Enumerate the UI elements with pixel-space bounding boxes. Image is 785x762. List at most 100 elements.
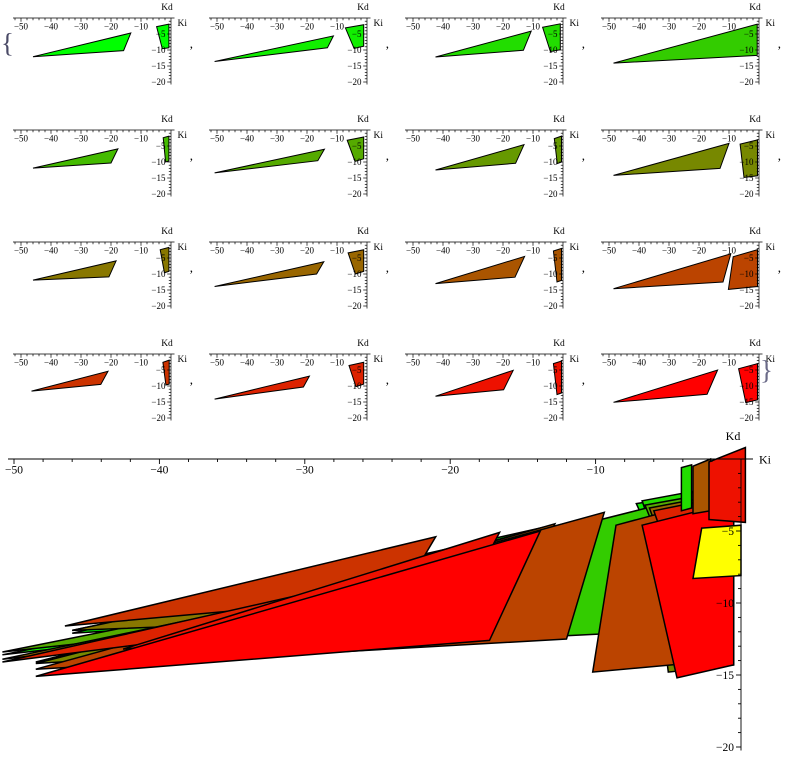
svg-text:Kd: Kd xyxy=(749,339,761,349)
svg-text:−20: −20 xyxy=(104,22,119,32)
svg-text:−10: −10 xyxy=(134,246,149,256)
svg-text:−40: −40 xyxy=(44,134,59,144)
svg-text:−10: −10 xyxy=(739,45,754,55)
svg-text:−10: −10 xyxy=(347,269,362,279)
subplot-chart-r2c1: −50 −40 −30 −20 −10 −5 −10 −15 −20 Kd Ki xyxy=(13,115,188,199)
svg-text:−20: −20 xyxy=(347,301,362,311)
subplot-chart-r3c4: −50 −40 −30 −20 −10 −5 −10 −15 −20 Kd Ki xyxy=(601,227,776,311)
svg-text:Ki: Ki xyxy=(178,355,188,365)
svg-text:−15: −15 xyxy=(739,285,754,295)
subplot-chart-r4c4: −50 −40 −30 −20 −10 −5 −10 −15 −20 Kd Ki xyxy=(601,339,776,423)
svg-text:−10: −10 xyxy=(134,22,149,32)
svg-text:−40: −40 xyxy=(240,358,255,368)
svg-text:−20: −20 xyxy=(347,413,362,423)
svg-text:Ki: Ki xyxy=(178,131,188,141)
plot-cell-r4c3: −50 −40 −30 −20 −10 −5 −10 −15 −20 Kd Ki, xyxy=(392,336,588,448)
svg-text:−40: −40 xyxy=(240,246,255,256)
svg-text:−5: −5 xyxy=(744,365,754,375)
svg-text:−10: −10 xyxy=(151,45,166,55)
svg-text:−20: −20 xyxy=(543,189,558,199)
svg-text:−30: −30 xyxy=(270,246,285,256)
plot-cell-r2c3: −50 −40 −30 −20 −10 −5 −10 −15 −20 Kd Ki, xyxy=(392,112,588,224)
subplot-chart-r1c4: −50 −40 −30 −20 −10 −5 −10 −15 −20 Kd Ki xyxy=(601,3,775,87)
subplot-chart-r3c2: −50 −40 −30 −20 −10 −5 −10 −15 −20 Kd Ki xyxy=(209,227,384,311)
subplot-chart-r4c2: −50 −40 −30 −20 −10 −5 −10 −15 −20 Kd Ki xyxy=(209,339,383,423)
svg-text:−50: −50 xyxy=(602,22,617,32)
svg-text:−20: −20 xyxy=(300,134,315,144)
svg-text:−20: −20 xyxy=(151,301,166,311)
svg-text:−20: −20 xyxy=(151,413,166,423)
svg-text:−15: −15 xyxy=(347,173,362,183)
svg-text:−15: −15 xyxy=(151,397,166,407)
subplot-chart-r2c3: −50 −40 −30 −20 −10 −5 −10 −15 −20 Kd Ki xyxy=(405,115,579,199)
svg-text:−30: −30 xyxy=(662,358,677,368)
svg-text:−40: −40 xyxy=(632,22,647,32)
svg-text:−20: −20 xyxy=(543,301,558,311)
svg-text:−15: −15 xyxy=(543,61,558,71)
svg-text:Ki: Ki xyxy=(766,355,776,365)
svg-text:−10: −10 xyxy=(543,381,558,391)
svg-text:Ki: Ki xyxy=(374,19,384,29)
svg-text:−40: −40 xyxy=(240,22,255,32)
svg-text:−50: −50 xyxy=(406,134,421,144)
svg-text:−20: −20 xyxy=(347,77,362,87)
svg-text:−5: −5 xyxy=(352,253,362,263)
svg-text:Ki: Ki xyxy=(570,355,580,365)
open-brace: { xyxy=(1,28,14,58)
svg-text:−10: −10 xyxy=(134,134,149,144)
comma-separator: , xyxy=(777,36,781,51)
comma-separator: , xyxy=(581,148,585,163)
plot-cell-r3c2: −50 −40 −30 −20 −10 −5 −10 −15 −20 Kd Ki, xyxy=(196,224,392,336)
svg-text:Kd: Kd xyxy=(553,339,565,349)
svg-text:−10: −10 xyxy=(722,22,737,32)
svg-text:−5: −5 xyxy=(548,365,558,375)
svg-text:−10: −10 xyxy=(330,358,345,368)
svg-text:−5: −5 xyxy=(744,141,754,151)
plot-grid: −50 −40 −30 −20 −10 −5 −10 −15 −20 Kd Ki, −50 −40 −30… xyxy=(13,0,781,448)
svg-text:Kd: Kd xyxy=(726,429,741,443)
svg-text:−10: −10 xyxy=(543,45,558,55)
subplot-chart-r3c1: −50 −40 −30 −20 −10 −5 −10 −15 −20 Kd Ki xyxy=(13,227,187,311)
svg-text:Ki: Ki xyxy=(374,243,384,253)
svg-text:−10: −10 xyxy=(543,157,558,167)
svg-text:−5: −5 xyxy=(352,365,362,375)
svg-text:Kd: Kd xyxy=(161,3,173,13)
svg-text:−30: −30 xyxy=(270,22,285,32)
svg-text:Kd: Kd xyxy=(749,115,761,125)
svg-text:−10: −10 xyxy=(739,157,754,167)
svg-text:−15: −15 xyxy=(739,397,754,407)
svg-text:−20: −20 xyxy=(347,189,362,199)
svg-text:−50: −50 xyxy=(210,358,225,368)
svg-text:−30: −30 xyxy=(662,22,677,32)
plot-cell-r1c3: −50 −40 −30 −20 −10 −5 −10 −15 −20 Kd Ki, xyxy=(392,0,588,112)
svg-text:−5: −5 xyxy=(744,29,754,39)
svg-text:Ki: Ki xyxy=(766,243,776,253)
svg-text:−15: −15 xyxy=(543,397,558,407)
svg-text:−20: −20 xyxy=(692,134,707,144)
svg-text:−40: −40 xyxy=(44,246,59,256)
svg-text:−50: −50 xyxy=(210,22,225,32)
svg-text:−30: −30 xyxy=(74,246,89,256)
svg-text:−15: −15 xyxy=(347,61,362,71)
svg-text:−30: −30 xyxy=(662,134,677,144)
svg-text:−50: −50 xyxy=(210,246,225,256)
svg-text:−10: −10 xyxy=(347,157,362,167)
svg-text:−20: −20 xyxy=(104,246,119,256)
combined-plot-area: −50 −40 −30 −20 −10 −5 −10 −15 −20 Kd Ki xyxy=(0,425,785,757)
svg-text:−40: −40 xyxy=(436,358,451,368)
svg-text:−30: −30 xyxy=(270,134,285,144)
svg-text:−50: −50 xyxy=(14,22,29,32)
svg-text:−20: −20 xyxy=(441,465,459,477)
svg-text:−10: −10 xyxy=(526,134,541,144)
svg-text:−10: −10 xyxy=(151,157,166,167)
svg-text:−40: −40 xyxy=(150,465,168,477)
svg-text:−5: −5 xyxy=(548,141,558,151)
svg-text:−40: −40 xyxy=(240,134,255,144)
svg-text:−15: −15 xyxy=(347,397,362,407)
svg-text:−10: −10 xyxy=(543,269,558,279)
svg-text:Ki: Ki xyxy=(570,243,580,253)
svg-text:−50: −50 xyxy=(14,358,29,368)
svg-text:−40: −40 xyxy=(436,246,451,256)
subplot-chart-r3c3: −50 −40 −30 −20 −10 −5 −10 −15 −20 Kd Ki xyxy=(405,227,580,311)
